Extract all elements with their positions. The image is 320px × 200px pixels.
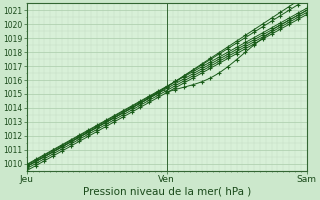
X-axis label: Pression niveau de la mer( hPa ): Pression niveau de la mer( hPa ) bbox=[83, 187, 251, 197]
